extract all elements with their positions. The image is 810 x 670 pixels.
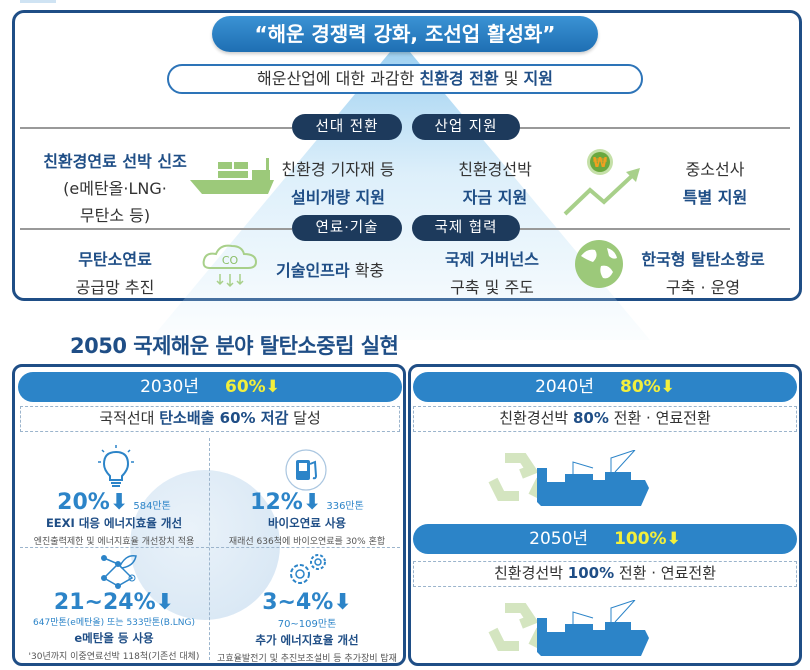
lightbulb-icon	[98, 445, 134, 487]
won-coin-icon: ₩	[563, 149, 640, 216]
sme-block: 중소선사 특별 지원	[682, 160, 748, 207]
recycle-ship-icon	[488, 450, 649, 506]
summary-2050: 친환경선박 100% 전환 · 연료전환	[413, 561, 797, 587]
corner-tab	[20, 0, 56, 3]
subline-banner: 해운산업에 대한 과감한 친환경 전환 및 지원	[167, 64, 643, 94]
section-title: 2050 국제해운 분야 탈탄소중립 실현	[70, 334, 399, 358]
divider	[518, 127, 790, 129]
headline-banner: “해운 경쟁력 강화, 조선업 활성화”	[212, 16, 598, 52]
gears-icon	[290, 554, 326, 584]
recycle-ship-icon	[488, 600, 649, 656]
fuel-supply-block: 무탄소연료 공급망 추진	[75, 250, 155, 297]
pill-intl-cooperation: 국제 협력	[412, 215, 520, 241]
retrofit-block: 친환경 기자재 등 설비개량 지원	[281, 160, 395, 207]
newbuild-block: 친환경연료 선박 신조 (e메탄올·LNG· 무탄소 등)	[43, 152, 187, 225]
summary-2040: 친환경선박 80% 전환 · 연료전환	[413, 406, 797, 432]
svg-text:CO: CO	[222, 254, 239, 267]
co-cloud-icon: CO	[202, 244, 258, 288]
globe-icon	[575, 240, 623, 288]
divider	[20, 228, 292, 230]
grid-divider-h	[20, 547, 400, 548]
bar-2050: 2050년 100%⬇	[413, 524, 797, 554]
grid-divider-v	[209, 438, 210, 660]
summary-2030: 국적선대 탄소배출 60% 저감 달성	[20, 406, 400, 432]
globe-background	[130, 470, 280, 620]
bar-2030: 2030년 60%⬇	[18, 372, 402, 402]
infra-block: 기술인프라 확충	[276, 261, 385, 280]
pill-fleet-transition: 선대 전환	[292, 114, 402, 140]
cell-biofuel: 12%⬇ 336만톤 바이오연료 사용 재래선 636척에 바이오연료를 30%…	[228, 490, 386, 547]
molecule-leaf-icon	[101, 554, 137, 589]
panel-2040-2050	[408, 364, 802, 666]
divider	[20, 127, 292, 129]
cell-extra-efficiency: 3~4%⬇ 70~109만톤 추가 에너지효율 개선 고효율발전기 및 추진보조…	[217, 590, 397, 664]
pill-fuel-tech: 연료·기술	[292, 215, 402, 241]
ship-icon	[190, 158, 274, 194]
fuel-pump-icon	[285, 449, 327, 491]
svg-text:₩: ₩	[593, 156, 608, 171]
cell-eexi: 20%⬇ 584만톤 EEXI 대응 에너지효율 개선 엔진출력제한 및 에너지…	[33, 490, 195, 547]
cell-emethanol: 21~24%⬇ 647만톤(e메탄올) 또는 533만톤(B.LNG) e메탄올…	[28, 590, 200, 662]
divider	[518, 228, 790, 230]
bar-2040: 2040년 80%⬇	[413, 372, 797, 402]
corridor-block: 한국형 탈탄소항로 구축 · 운영	[641, 250, 765, 297]
governance-block: 국제 거버넌스 구축 및 주도	[445, 250, 539, 297]
finance-block: 친환경선박 자금 지원	[458, 160, 532, 207]
pill-industry-support: 산업 지원	[412, 114, 520, 140]
